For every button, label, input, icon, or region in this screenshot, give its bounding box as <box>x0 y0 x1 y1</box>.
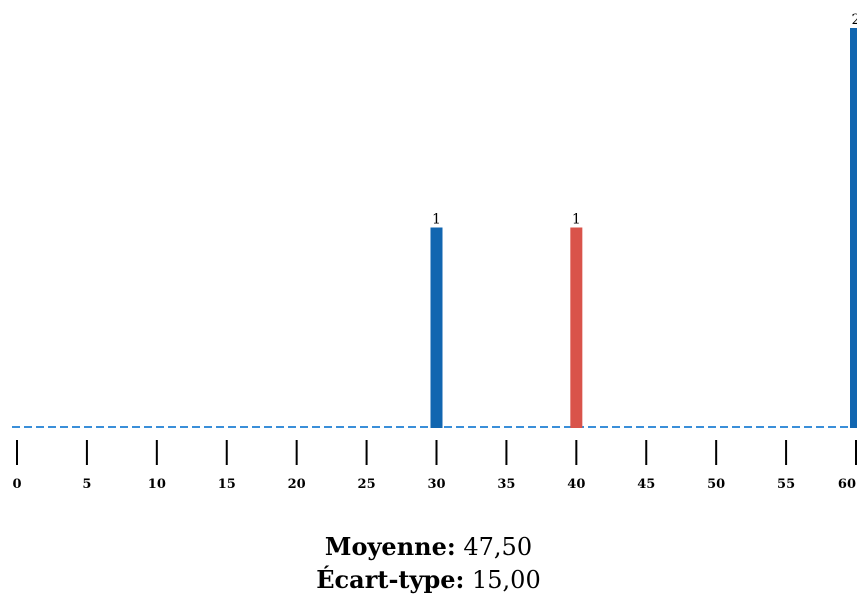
x-tick-label-0: 0 <box>12 477 21 492</box>
frequency-bar-chart: 1 1 2 0 5 10 15 20 25 30 35 40 45 50 55 60 <box>0 0 857 530</box>
x-tick-label-40: 40 <box>567 477 585 492</box>
x-axis-ticks: 0 5 10 15 20 25 30 35 40 45 50 55 60 <box>12 440 856 492</box>
x-tick-label-55: 55 <box>777 477 795 492</box>
x-tick-label-10: 10 <box>148 477 166 492</box>
bar-value-label-40: 1 <box>572 212 581 228</box>
bar-60 <box>850 28 857 428</box>
bars-group: 1 1 2 <box>431 12 857 428</box>
x-tick-label-5: 5 <box>82 477 91 492</box>
x-tick-label-30: 30 <box>427 477 445 492</box>
std-dev-value: 15,00 <box>472 566 541 594</box>
mean-stat: Moyenne: 47,50 <box>0 532 857 561</box>
x-tick-label-20: 20 <box>288 477 306 492</box>
x-tick-label-60: 60 <box>838 477 856 492</box>
bar-value-label-60: 2 <box>852 12 857 28</box>
mean-value: 47,50 <box>463 533 532 561</box>
bar-30 <box>431 228 443 429</box>
bar-value-label-30: 1 <box>432 212 441 228</box>
x-tick-label-35: 35 <box>497 477 515 492</box>
x-tick-label-50: 50 <box>707 477 725 492</box>
bar-40 <box>570 228 582 429</box>
x-tick-label-15: 15 <box>218 477 236 492</box>
mean-label: Moyenne: <box>325 532 456 561</box>
x-tick-label-25: 25 <box>358 477 376 492</box>
x-tick-label-45: 45 <box>637 477 655 492</box>
